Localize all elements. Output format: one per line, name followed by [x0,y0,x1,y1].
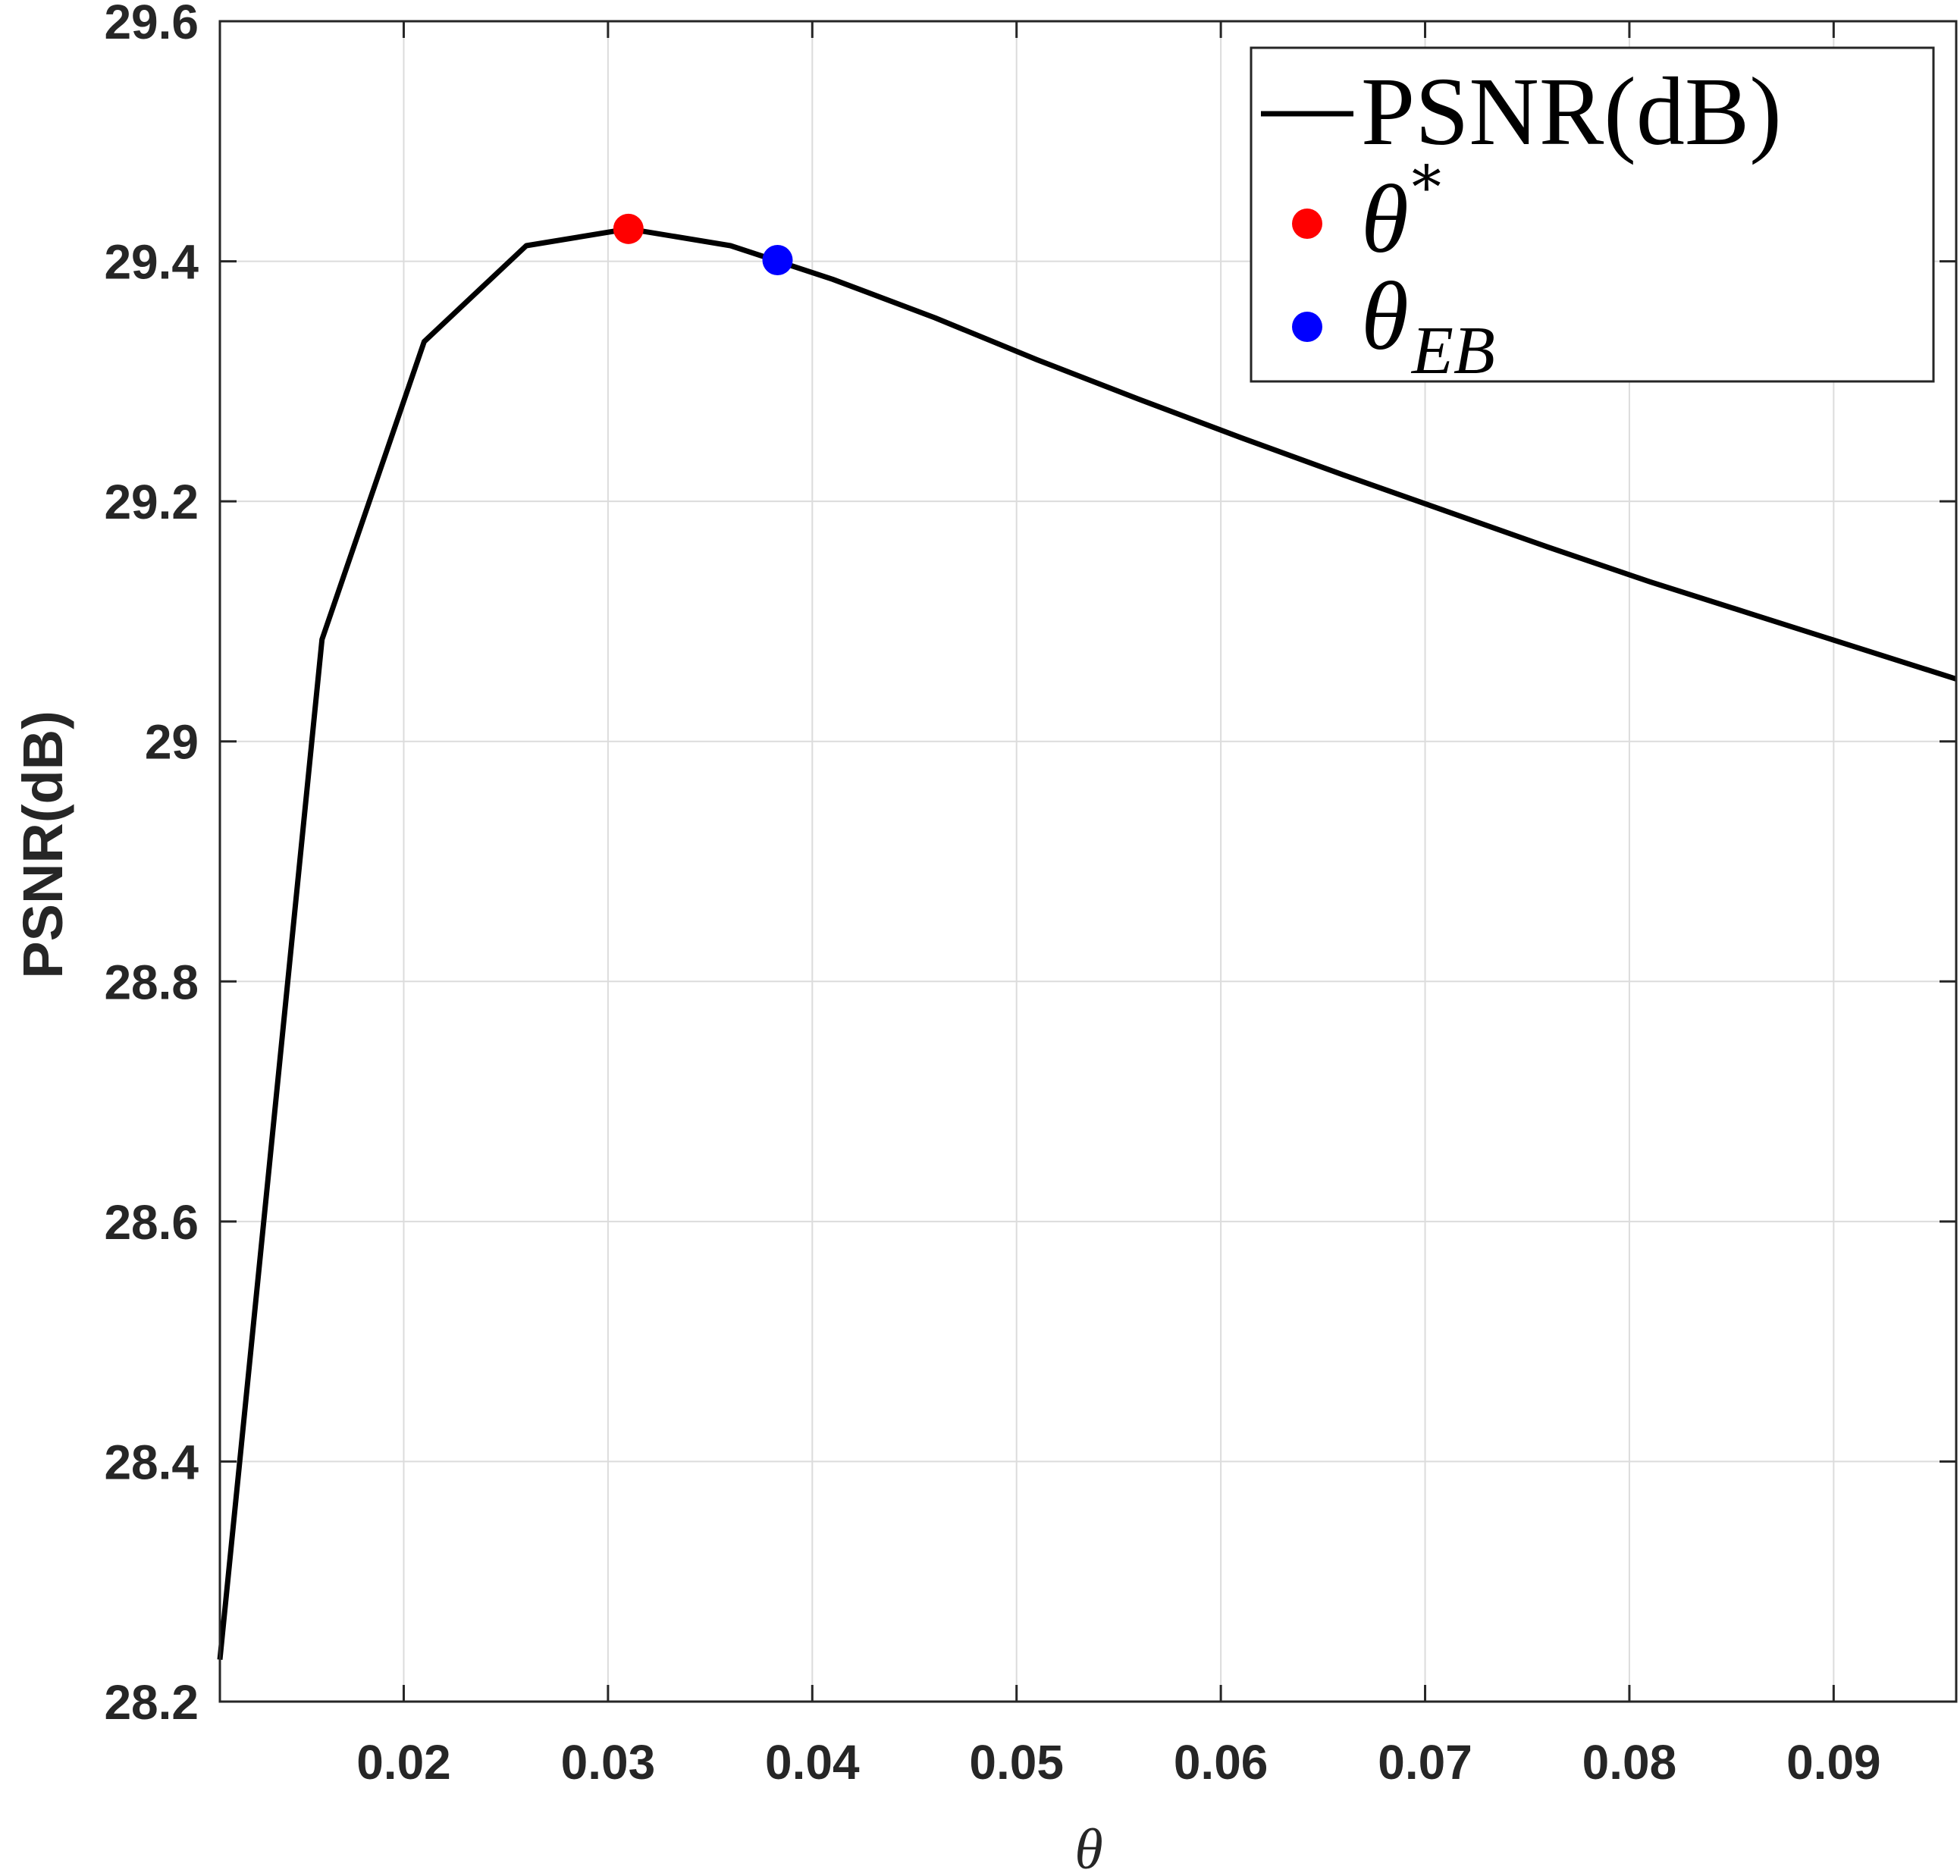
y-tick-label: 28.2 [104,1675,199,1730]
x-tick-label: 0.08 [1582,1735,1677,1790]
legend-theta-star-sup: * [1412,154,1441,222]
y-tick-label: 28.4 [104,1435,199,1489]
legend-theta-star-base: θ [1361,165,1409,273]
x-axis-label: θ [1074,1818,1102,1876]
legend: PSNR(dB) θ* θEB [1250,46,1935,388]
legend-label-psnr: PSNR(dB) [1361,58,1782,165]
x-tick-label: 0.07 [1378,1735,1472,1790]
tick-marks [220,20,1956,1703]
series-layer [217,213,1958,1660]
y-tick-label: 29.6 [104,0,199,49]
psnr-line [217,226,1958,1660]
y-tick-label: 29 [145,715,199,770]
x-tick-label: 0.09 [1786,1735,1881,1790]
legend-theta-eb-sub: EB [1410,313,1495,388]
x-tick-labels: 0.02 0.03 0.04 0.05 0.06 0.07 0.08 0.09 [356,1735,1880,1790]
legend-label-theta-eb: θEB [1361,262,1495,388]
y-tick-labels: 28.2 28.4 28.6 28.8 29 29.2 29.4 29.6 [104,0,199,1730]
y-tick-label: 29.4 [104,235,199,290]
x-tick-label: 0.06 [1174,1735,1269,1790]
axes-box [218,20,1958,1703]
legend-theta-eb-base: θ [1361,262,1409,370]
legend-marker-theta-star [1292,209,1322,239]
x-tick-label: 0.05 [969,1735,1064,1790]
x-tick-label: 0.04 [765,1735,860,1790]
y-tick-label: 29.2 [104,475,199,529]
y-tick-label: 28.8 [104,955,199,1009]
theta-eb-marker [762,244,793,275]
legend-label-theta-star: θ* [1361,154,1441,273]
x-tick-label: 0.02 [356,1735,451,1790]
x-tick-label: 0.03 [561,1735,656,1790]
legend-marker-theta-eb [1292,312,1322,342]
theta-star-marker [613,213,644,244]
legend-box [1250,46,1935,383]
y-tick-label: 28.6 [104,1195,199,1250]
y-axis-label: PSNR(dB) [11,711,74,979]
